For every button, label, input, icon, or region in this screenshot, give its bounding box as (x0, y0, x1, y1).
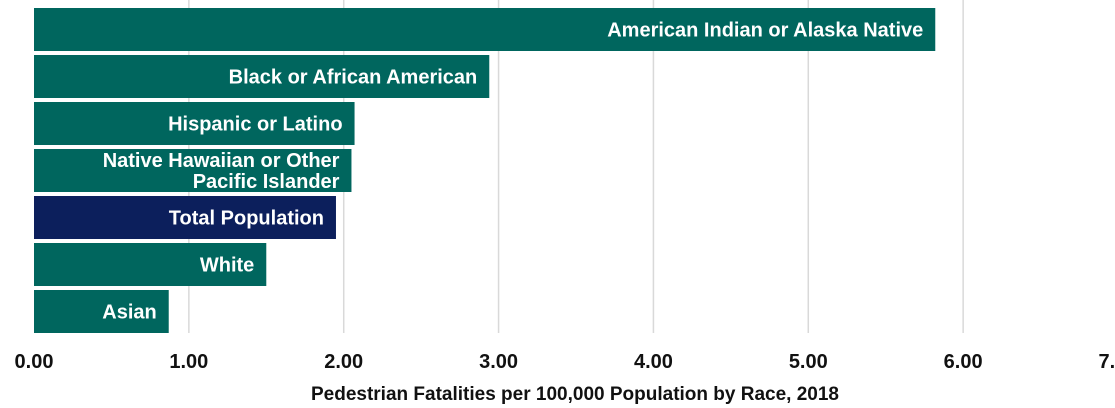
x-axis-title: Pedestrian Fatalities per 100,000 Popula… (311, 384, 839, 405)
x-tick-label-2: 2.00 (324, 351, 363, 373)
bar-label-6: Asian (102, 302, 156, 324)
bar-label-4-line-0: Total Population (169, 208, 324, 230)
bar-0 (34, 8, 936, 51)
bar-label-3-line-1: Pacific Islander (193, 171, 340, 193)
bar-1 (34, 55, 490, 98)
bar-label-6-line-0: Asian (102, 302, 156, 324)
bar-label-5: White (200, 255, 254, 277)
bar-4 (34, 196, 336, 239)
bar-label-3-line-0: Native Hawaiian or Other (103, 150, 340, 172)
x-tick-label-5: 5.00 (789, 351, 828, 373)
bar-label-2: Hispanic or Latino (168, 114, 342, 136)
bar-2 (34, 102, 355, 145)
x-axis-ticks: 0.00 1.00 2.00 3.00 4.00 5.00 6.00 7.00 (15, 351, 1115, 373)
bar-5 (34, 243, 267, 286)
bar-label-0: American Indian or Alaska Native (607, 20, 923, 42)
bar-label-3: Native Hawaiian or Other Pacific Islander (103, 150, 340, 193)
bar-label-2-line-0: Hispanic or Latino (168, 114, 342, 136)
x-tick-label-6: 6.00 (944, 351, 983, 373)
bar-label-5-line-0: White (200, 255, 254, 277)
bar-3 (34, 149, 352, 192)
x-tick-label-3: 3.00 (479, 351, 518, 373)
bars (34, 8, 936, 333)
x-tick-label-0: 0.00 (15, 351, 54, 373)
x-tick-label-1: 1.00 (169, 351, 208, 373)
bar-label-1: Black or African American (229, 67, 478, 89)
x-tick-label-4: 4.00 (634, 351, 673, 373)
bar-label-0-line-0: American Indian or Alaska Native (607, 20, 923, 42)
bar-labels: American Indian or Alaska Native Black or… (102, 20, 923, 324)
bar-label-4: Total Population (169, 208, 324, 230)
bar-6 (34, 290, 169, 333)
x-tick-label-7: 7.00 (1099, 351, 1115, 373)
bar-label-1-line-0: Black or African American (229, 67, 478, 89)
